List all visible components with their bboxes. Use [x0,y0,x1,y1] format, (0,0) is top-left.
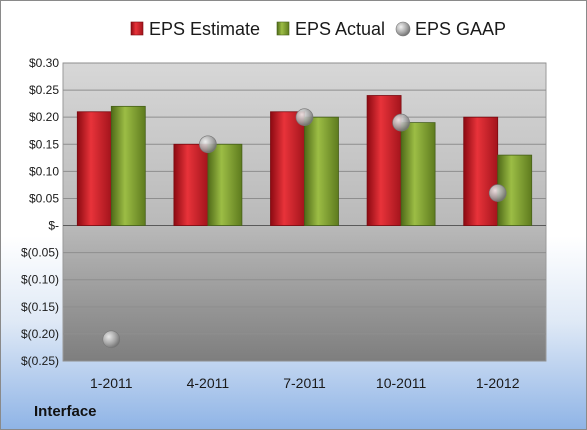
y-tick-label: $(0.15) [21,300,59,314]
legend: EPS Estimate EPS Actual EPS GAAP [130,19,506,39]
bar-eps-actual [207,143,243,226]
y-tick-label: $0.05 [29,191,59,205]
x-tick-label: 10-2011 [376,375,427,391]
marker-eps-gaap [199,135,217,154]
company-label: Interface [34,403,97,420]
x-tick-label: 1-2011 [90,375,133,391]
y-tick-label: $0.25 [29,83,59,97]
y-axis-ticks: $0.30 $0.25 $0.20 $0.15 $0.10 $0.05 $- $(0.05) $… [21,56,59,368]
y-tick-label: $0.10 [29,164,59,178]
x-axis-ticks: 1-2011 4-2011 7-2011 10-2011 1-2012 [90,375,520,391]
bar-eps-estimate [463,116,499,226]
x-tick-label: 1-2012 [476,375,520,391]
legend-swatch [395,21,411,37]
bar-eps-estimate [270,111,305,226]
y-tick-label: $0.20 [29,110,59,124]
legend-label: EPS GAAP [415,19,506,39]
bar-eps-estimate [76,111,112,226]
legend-label: EPS Estimate [149,19,260,39]
bar-eps-actual [400,122,436,226]
x-tick-label: 4-2011 [187,375,230,391]
gaap-markers [102,108,507,349]
y-tick-label: $(0.10) [21,273,59,287]
marker-eps-gaap [488,184,507,202]
legend-label: EPS Actual [295,19,385,39]
x-tick-label: 7-2011 [283,375,326,391]
bars [76,95,533,226]
legend-swatch [276,21,290,36]
y-tick-label: $0.30 [29,56,59,70]
bar-eps-estimate [173,143,209,226]
legend-swatch [130,21,144,36]
marker-eps-gaap [392,113,410,132]
y-tick-label: $(0.20) [21,327,59,341]
marker-eps-gaap [102,330,121,349]
y-tick-label: $0.15 [29,137,59,151]
y-tick-label: $(0.05) [21,246,59,260]
bar-eps-actual [110,105,146,226]
y-tick-label: $- [48,219,59,233]
marker-eps-gaap [295,108,314,126]
y-tick-label: $(0.25) [21,354,59,368]
bar-eps-actual [304,116,339,226]
bar-eps-estimate [366,95,402,226]
